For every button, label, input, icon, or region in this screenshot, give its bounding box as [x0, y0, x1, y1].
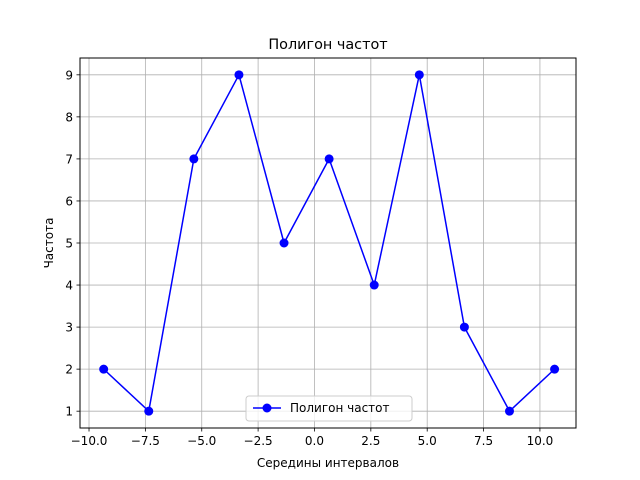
- y-tick-label: 4: [65, 279, 73, 293]
- data-point: [189, 154, 199, 164]
- data-point: [459, 322, 469, 332]
- data-point: [324, 154, 334, 164]
- y-tick-label: 3: [65, 321, 73, 335]
- x-tick-label: 2.5: [361, 434, 380, 448]
- legend-marker-swatch: [262, 403, 272, 413]
- x-tick-label: 7.5: [474, 434, 493, 448]
- data-point: [414, 70, 424, 80]
- y-tick-label: 5: [65, 237, 73, 251]
- y-tick-label: 8: [65, 110, 73, 124]
- y-tick-label: 7: [65, 152, 73, 166]
- y-tick-label: 9: [65, 68, 73, 82]
- data-point: [279, 238, 289, 248]
- x-tick-label: −10.0: [71, 434, 108, 448]
- legend-box: [245, 395, 413, 422]
- x-tick-label: 10.0: [527, 434, 554, 448]
- data-point: [504, 406, 514, 416]
- data-point: [234, 70, 244, 80]
- ticks: −10.0 −7.5 −5.0 −2.5 0.0 2.5 5.0 7.5 10.0 1 2 3 4 5 6 7…: [65, 68, 553, 448]
- x-tick-label: 5.0: [418, 434, 437, 448]
- y-tick-label: 6: [65, 194, 73, 208]
- data-point: [144, 406, 154, 416]
- y-tick-label: 2: [65, 363, 73, 377]
- series-layer: [99, 70, 560, 416]
- x-axis-label: Середины интервалов: [257, 456, 399, 470]
- legend: Полигон частот: [245, 395, 413, 422]
- x-tick-label: 0.0: [305, 434, 324, 448]
- x-tick-label: −7.5: [131, 434, 160, 448]
- chart-title: Полигон частот: [268, 37, 387, 53]
- data-point: [99, 364, 109, 374]
- x-tick-label: −5.0: [187, 434, 216, 448]
- data-point: [550, 364, 560, 374]
- x-tick-label: −2.5: [244, 434, 273, 448]
- y-axis-label: Частота: [42, 218, 56, 269]
- legend-label: Полигон частот: [290, 401, 390, 415]
- data-point: [369, 280, 379, 290]
- y-tick-label: 1: [65, 405, 73, 419]
